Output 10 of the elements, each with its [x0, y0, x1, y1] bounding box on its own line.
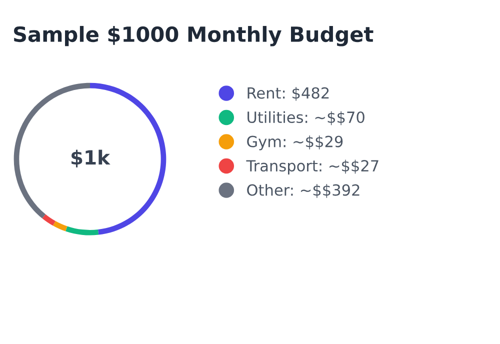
legend-label: Rent: $482	[248, 86, 329, 101]
legend-label: Other: ~$$392	[247, 184, 360, 198]
legend-label: Gym: ~$$29	[247, 135, 343, 150]
donut-slice	[66, 226, 99, 236]
legend-label: Transport: ~$$27	[246, 160, 378, 175]
donut-slice	[52, 220, 68, 232]
donut-slice	[42, 214, 56, 226]
text: $1k	[72, 150, 110, 168]
legend-label: Utilities: ~$$70	[248, 111, 364, 126]
chart-title: Sample $1000 Monthly Budget	[14, 26, 374, 46]
